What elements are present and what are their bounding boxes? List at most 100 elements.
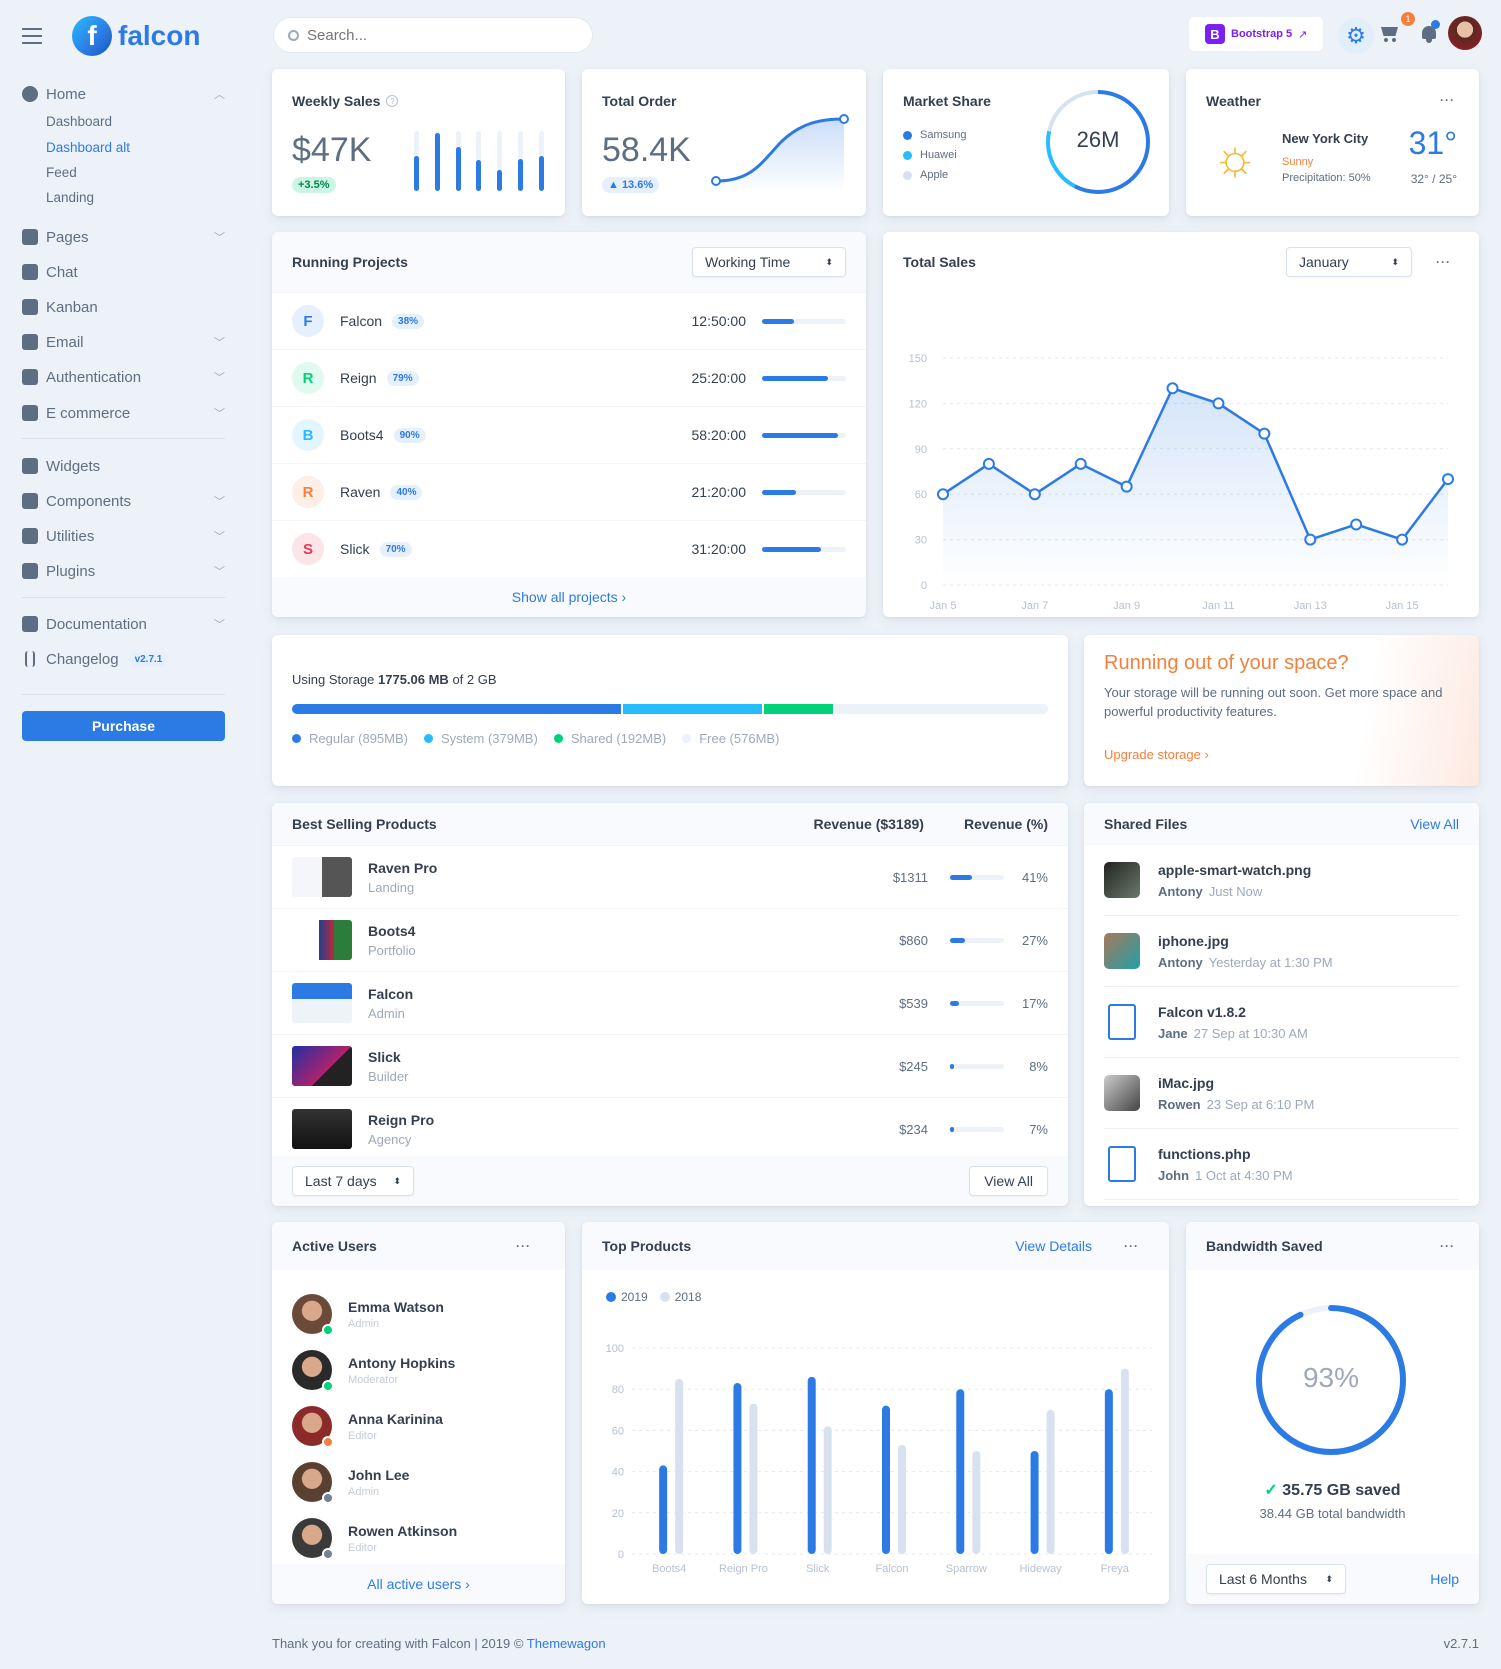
data-point[interactable] <box>1350 518 1363 531</box>
project-row[interactable]: F Falcon 38% 12:50:00 <box>272 292 866 349</box>
file-name[interactable]: iphone.jpg <box>1158 932 1229 949</box>
bar[interactable] <box>675 1378 684 1554</box>
product-row[interactable]: Falcon Admin $539 17% <box>272 971 1068 1034</box>
data-point[interactable] <box>1120 480 1133 493</box>
period-select[interactable]: Last 7 days ⬍ <box>292 1166 414 1196</box>
file-row[interactable]: apple-smart-watch.png Antony Just Now <box>1104 845 1459 916</box>
cart-button[interactable] <box>1380 24 1400 44</box>
settings-button[interactable]: ⚙ <box>1338 18 1374 54</box>
user-avatar[interactable] <box>292 1462 334 1504</box>
bar[interactable] <box>882 1405 890 1554</box>
bar[interactable] <box>659 1465 668 1554</box>
file-name[interactable]: iMac.jpg <box>1158 1074 1215 1091</box>
data-point[interactable] <box>1396 533 1409 546</box>
user-row[interactable]: Antony Hopkins Moderator <box>292 1342 455 1398</box>
product-row[interactable]: Slick Builder $245 8% <box>272 1034 1068 1097</box>
logo[interactable]: f falcon <box>72 16 200 56</box>
sidebar-subitem[interactable]: Dashboard alt <box>46 140 131 155</box>
file-name[interactable]: apple-smart-watch.png <box>1158 861 1312 878</box>
file-name[interactable]: functions.php <box>1158 1145 1251 1162</box>
project-row[interactable]: R Reign 79% 25:20:00 <box>272 349 866 406</box>
search-box[interactable] <box>273 17 593 53</box>
product-name[interactable]: Raven Pro <box>368 859 438 876</box>
user-row[interactable]: Anna Karinina Editor <box>292 1398 443 1454</box>
user-row[interactable]: Emma Watson Admin <box>292 1286 444 1342</box>
bar[interactable] <box>733 1383 742 1554</box>
data-point[interactable] <box>937 488 949 501</box>
period-select[interactable]: Last 6 Months ⬍ <box>1206 1564 1346 1594</box>
bar[interactable] <box>898 1444 906 1554</box>
data-point[interactable] <box>1028 488 1041 501</box>
view-all-link[interactable]: View All <box>1410 816 1459 832</box>
data-point[interactable] <box>1442 473 1454 486</box>
bar[interactable] <box>956 1389 965 1554</box>
sidebar-item[interactable]: Chat <box>22 261 225 283</box>
file-row[interactable]: Falcon v1.8.2 Jane 27 Sep at 10:30 AM <box>1104 987 1459 1058</box>
more-options-icon[interactable]: ··· <box>1436 255 1451 269</box>
bar[interactable] <box>1120 1368 1129 1554</box>
product-name[interactable]: Falcon <box>368 985 414 1002</box>
project-row[interactable]: S Slick 70% 31:20:00 <box>272 520 866 577</box>
sidebar-item[interactable]: Pages ﹀ <box>22 226 225 248</box>
user-name[interactable]: John Lee <box>348 1466 410 1483</box>
more-options-icon[interactable]: ··· <box>1124 1239 1139 1253</box>
user-avatar[interactable] <box>292 1406 334 1448</box>
data-point[interactable] <box>1212 397 1225 410</box>
sidebar-item-home[interactable]: Home ︿ <box>22 83 225 105</box>
file-row[interactable]: iphone.jpg Antony Yesterday at 1:30 PM <box>1104 916 1459 987</box>
user-row[interactable]: Rowen Atkinson Editor <box>292 1510 457 1566</box>
user-avatar[interactable] <box>292 1350 334 1392</box>
help-link[interactable]: Help <box>1430 1571 1459 1587</box>
month-select[interactable]: January ⬍ <box>1286 247 1412 277</box>
project-row[interactable]: B Boots4 90% 58:20:00 <box>272 406 866 463</box>
view-all-button[interactable]: View All <box>969 1166 1048 1196</box>
all-active-users-link[interactable]: All active users › <box>367 1576 470 1592</box>
product-name[interactable]: Boots4 <box>368 922 416 939</box>
sidebar-item[interactable]: Authentication ﹀ <box>22 366 225 388</box>
sidebar-subitem[interactable]: Feed <box>46 165 77 180</box>
user-avatar[interactable] <box>1448 16 1482 50</box>
sidebar-item-documentation[interactable]: Documentation ﹀ <box>22 613 225 635</box>
bootstrap-button[interactable]: B Bootstrap 5 ↗ <box>1189 17 1323 51</box>
user-name[interactable]: Emma Watson <box>348 1298 444 1315</box>
purchase-button[interactable]: Purchase <box>22 711 225 741</box>
bar[interactable] <box>823 1426 832 1554</box>
notifications-button[interactable] <box>1420 20 1440 44</box>
user-name[interactable]: Anna Karinina <box>348 1410 443 1427</box>
menu-toggle-icon[interactable] <box>22 28 42 44</box>
user-row[interactable]: John Lee Admin <box>292 1454 409 1510</box>
sidebar-item[interactable]: E commerce ﹀ <box>22 402 225 424</box>
product-row[interactable]: Raven Pro Landing $1311 41% <box>272 845 1068 908</box>
more-options-icon[interactable]: ··· <box>1440 1239 1455 1253</box>
view-details-link[interactable]: View Details <box>1015 1238 1092 1254</box>
bar[interactable] <box>972 1451 981 1554</box>
product-name[interactable]: Slick <box>368 1048 401 1065</box>
sidebar-item[interactable]: Plugins ﹀ <box>22 560 225 582</box>
file-name[interactable]: Falcon v1.8.2 <box>1158 1003 1246 1020</box>
data-point[interactable] <box>1166 382 1179 395</box>
project-row[interactable]: R Raven 40% 21:20:00 <box>272 463 866 520</box>
user-avatar[interactable] <box>292 1294 334 1336</box>
upgrade-storage-link[interactable]: Upgrade storage › <box>1104 747 1209 762</box>
bar[interactable] <box>1104 1389 1113 1554</box>
question-circle-icon[interactable]: ? <box>386 95 399 107</box>
bar[interactable] <box>1046 1409 1055 1554</box>
themewagon-link[interactable]: Themewagon <box>526 1636 606 1651</box>
sidebar-item[interactable]: Email ﹀ <box>22 331 225 353</box>
sidebar-item[interactable]: Widgets <box>22 455 225 477</box>
user-name[interactable]: Antony Hopkins <box>348 1354 456 1371</box>
show-all-projects-link[interactable]: Show all projects › <box>511 589 627 605</box>
data-point[interactable] <box>1304 533 1317 546</box>
sidebar-item[interactable]: Components ﹀ <box>22 490 225 512</box>
user-name[interactable]: Rowen Atkinson <box>348 1522 458 1539</box>
search-input[interactable] <box>307 26 567 44</box>
bar[interactable] <box>749 1403 758 1554</box>
more-options-icon[interactable]: ··· <box>516 1239 531 1253</box>
product-row[interactable]: Reign Pro Agency $234 7% <box>272 1097 1068 1160</box>
data-point[interactable] <box>1258 427 1271 440</box>
sidebar-item[interactable]: Kanban <box>22 296 225 318</box>
product-row[interactable]: Boots4 Portfolio $860 27% <box>272 908 1068 971</box>
sidebar-item[interactable]: Utilities ﹀ <box>22 525 225 547</box>
sidebar-subitem[interactable]: Dashboard <box>46 114 113 129</box>
data-point[interactable] <box>1074 457 1087 470</box>
